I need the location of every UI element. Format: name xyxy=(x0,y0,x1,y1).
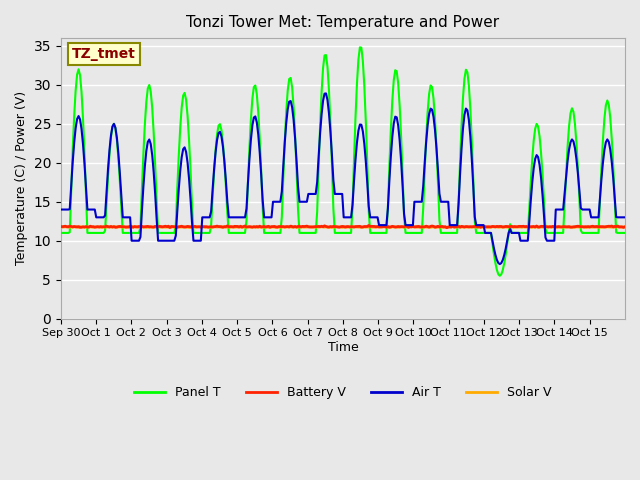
X-axis label: Time: Time xyxy=(328,341,358,354)
Title: Tonzi Tower Met: Temperature and Power: Tonzi Tower Met: Temperature and Power xyxy=(186,15,499,30)
Legend: Panel T, Battery V, Air T, Solar V: Panel T, Battery V, Air T, Solar V xyxy=(129,381,557,404)
Y-axis label: Temperature (C) / Power (V): Temperature (C) / Power (V) xyxy=(15,91,28,265)
Text: TZ_tmet: TZ_tmet xyxy=(72,47,136,61)
